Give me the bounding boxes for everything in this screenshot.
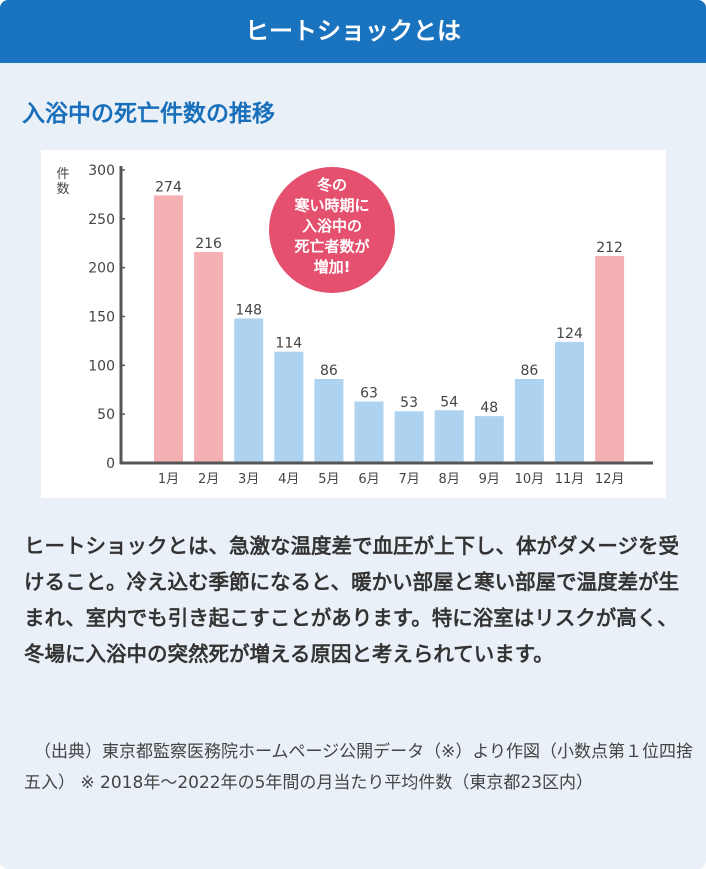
data-label: 274 <box>155 179 182 195</box>
x-tick-label: 1月 <box>158 472 179 487</box>
data-label: 63 <box>360 385 378 401</box>
x-tick-label: 10月 <box>515 472 545 487</box>
data-label: 114 <box>275 336 302 352</box>
data-label: 216 <box>195 236 222 252</box>
data-label: 212 <box>596 240 623 256</box>
callout-text: 寒い時期に <box>294 197 369 215</box>
bar-1 <box>154 195 183 463</box>
bar-5 <box>314 379 344 463</box>
data-label: 53 <box>400 395 418 411</box>
card-header: ヒートショックとは <box>0 0 706 63</box>
x-tick-label: 6月 <box>358 472 379 487</box>
source-note: （出典）東京都監察医務院ホームページ公開データ（※）より作図（小数点第１位四捨五… <box>24 742 694 793</box>
bar-12 <box>595 255 625 463</box>
data-label: 86 <box>320 363 338 379</box>
section-title: 入浴中の死亡件数の推移 <box>22 101 275 127</box>
bar-8 <box>434 410 464 463</box>
y-tick-label: 150 <box>88 310 115 326</box>
x-tick-label: 3月 <box>238 472 259 487</box>
callout-text: 増加! <box>314 258 351 276</box>
data-label: 86 <box>520 363 538 379</box>
y-tick-label: 50 <box>97 407 115 423</box>
bar-3 <box>234 318 264 463</box>
x-tick-label: 2月 <box>198 472 219 487</box>
bar-11 <box>555 341 584 463</box>
y-tick-label: 250 <box>88 212 115 228</box>
y-tick-label: 300 <box>88 163 115 179</box>
x-tick-label: 9月 <box>479 472 500 487</box>
y-tick-label: 100 <box>88 358 115 374</box>
bar-2 <box>194 252 224 463</box>
y-tick-label: 0 <box>106 456 115 472</box>
callout-text: 入浴中の <box>302 217 362 235</box>
callout-bubble <box>269 167 395 293</box>
bar-9 <box>474 416 504 463</box>
bar-7 <box>394 411 424 463</box>
x-tick-label: 4月 <box>278 472 299 487</box>
callout-text: 冬の <box>317 176 347 194</box>
y-tick-label: 200 <box>88 261 115 277</box>
data-label: 148 <box>235 302 262 318</box>
y-axis-label: 数 <box>56 182 69 197</box>
x-tick-label: 12月 <box>595 472 625 487</box>
data-label: 48 <box>480 400 498 416</box>
bar-6 <box>354 401 384 463</box>
data-label: 124 <box>556 326 583 342</box>
x-tick-label: 5月 <box>318 472 339 487</box>
description-text: ヒートショックとは、急激な温度差で血圧が上下し、体がダメージを受けること。冷え込… <box>24 534 680 666</box>
chart-panel: 件数 0 50 100 150 200 250 300 274 1月 216 2月 148 3月 114 4月… <box>41 150 666 498</box>
y-axis-label: 件 <box>56 167 69 182</box>
x-tick-label: 11月 <box>555 472 585 487</box>
bar-4 <box>274 351 304 463</box>
callout-text: 死亡者数が <box>294 238 370 256</box>
bar-chart: 件数 0 50 100 150 200 250 300 274 1月 216 2月 148 3月 114 4月… <box>56 163 653 487</box>
bar-10 <box>514 379 544 463</box>
x-tick-label: 7月 <box>398 472 419 487</box>
x-tick-label: 8月 <box>439 472 460 487</box>
data-label: 54 <box>440 394 458 410</box>
